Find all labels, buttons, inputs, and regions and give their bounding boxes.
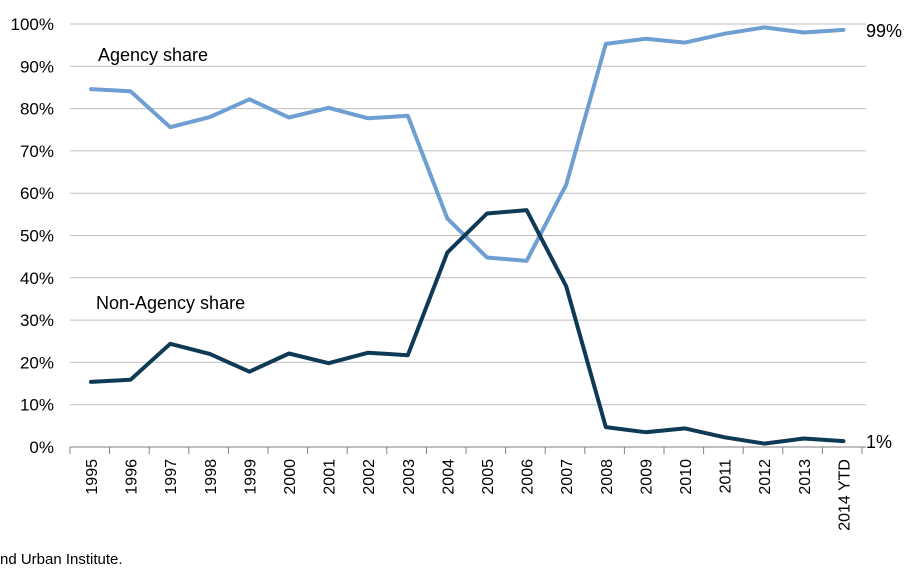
y-tick-label: 10% (20, 396, 54, 415)
x-tick-label: 1997 (163, 459, 180, 495)
x-tick-label: 2010 (678, 459, 695, 495)
y-tick-label: 70% (20, 142, 54, 161)
y-tick-label: 20% (20, 353, 54, 372)
x-tick-label: 2005 (480, 459, 497, 495)
x-tick-label: 2003 (401, 459, 418, 495)
series-group (89, 25, 846, 446)
x-tick-label: 2006 (520, 459, 537, 495)
y-tick-label: 50% (20, 227, 54, 246)
y-tick-label: 80% (20, 100, 54, 119)
agency-share-line (89, 25, 846, 263)
source-footnote: nd Urban Institute. (0, 551, 123, 568)
y-tick-label: 90% (20, 57, 54, 76)
agency-end-value-label: 99% (866, 21, 902, 41)
y-tick-label: 0% (29, 438, 54, 457)
x-tick-label: 2011 (718, 459, 735, 494)
x-tick-label: 1999 (242, 459, 259, 495)
x-tick-label: 2007 (559, 459, 576, 495)
x-tick-label: 2012 (757, 459, 774, 495)
x-tick-label: 1995 (84, 459, 101, 495)
x-tick-label: 2008 (599, 459, 616, 495)
y-axis: 0% 10% 20% 30% 40% 50% 60% 70% 80% 90% 100% (11, 15, 54, 457)
x-tick-label: 2014 YTD (836, 459, 853, 531)
y-tick-label: 100% (11, 15, 54, 34)
x-tick-label: 1996 (124, 459, 141, 495)
x-tick-label: 2000 (282, 459, 299, 495)
y-tick-label: 30% (20, 311, 54, 330)
non-agency-share-label: Non-Agency share (96, 293, 245, 313)
non-agency-share-line (89, 208, 846, 446)
x-tick-label: 2004 (440, 459, 457, 495)
x-tick-label: 2013 (797, 459, 814, 495)
y-tick-label: 40% (20, 269, 54, 288)
agency-share-label: Agency share (98, 45, 208, 65)
x-tick-label: 2001 (322, 459, 339, 495)
x-axis: 1995 1996 1997 1998 1999 2000 2001 2002 2003 2004… (69, 446, 866, 531)
non-agency-end-value-label: 1% (866, 432, 892, 452)
x-tick-label: 2002 (361, 459, 378, 495)
y-tick-label: 60% (20, 184, 54, 203)
x-tick-label: 1998 (203, 459, 220, 495)
x-tick-label: 2009 (638, 459, 655, 495)
gridlines (70, 23, 866, 406)
